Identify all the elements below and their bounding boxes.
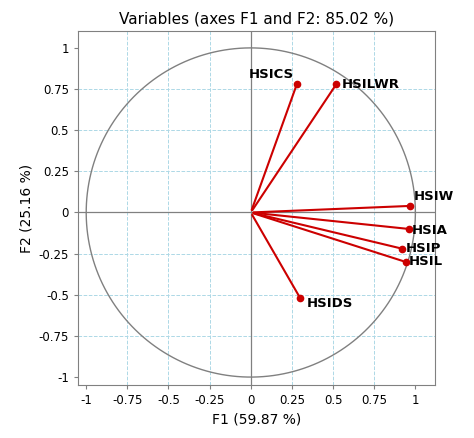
Text: HSIP: HSIP — [405, 242, 441, 255]
Text: HSIL: HSIL — [409, 255, 443, 268]
Title: Variables (axes F1 and F2: 85.02 %): Variables (axes F1 and F2: 85.02 %) — [119, 11, 394, 26]
Text: HSILWR: HSILWR — [341, 78, 399, 91]
Y-axis label: F2 (25.16 %): F2 (25.16 %) — [19, 164, 33, 253]
Text: HSIDS: HSIDS — [307, 297, 353, 310]
X-axis label: F1 (59.87 %): F1 (59.87 %) — [212, 413, 301, 427]
Text: HSIA: HSIA — [412, 224, 448, 237]
Text: HSIW: HSIW — [414, 190, 454, 202]
Text: HSICS: HSICS — [248, 68, 293, 81]
